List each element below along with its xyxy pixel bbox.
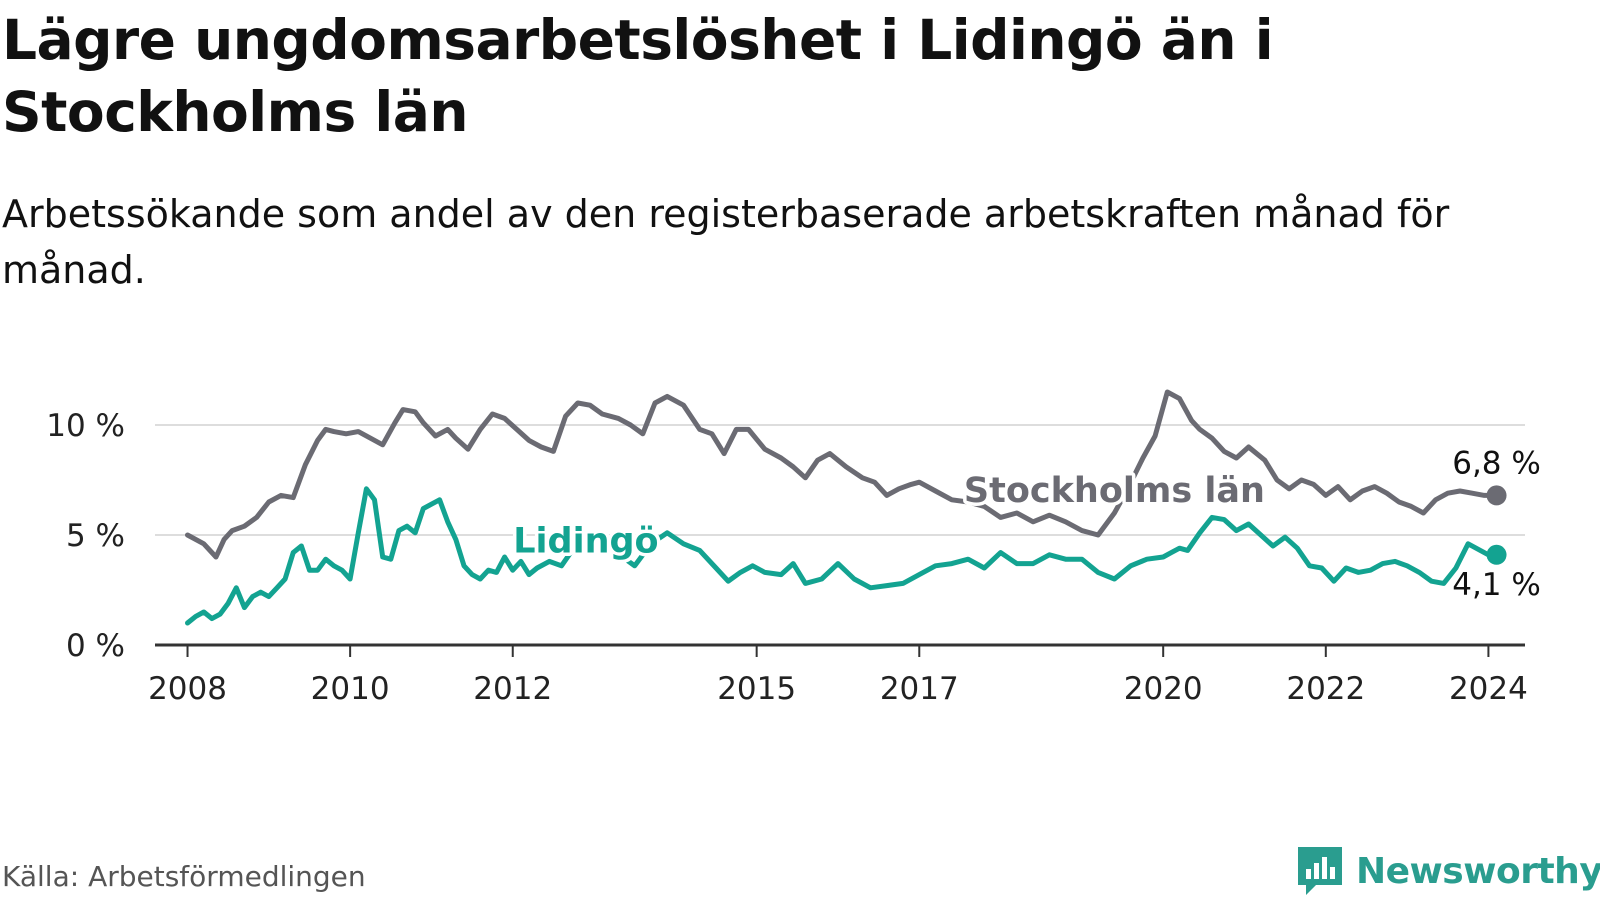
- chart-subtitle: Arbetssökande som andel av den registerb…: [2, 192, 1450, 292]
- x-tick-label: 2017: [880, 671, 959, 707]
- y-tick-label: 0 %: [66, 628, 125, 664]
- x-tick-label: 2015: [717, 671, 796, 707]
- source-note: Källa: Arbetsförmedlingen: [2, 860, 366, 893]
- x-tick-label: 2020: [1124, 671, 1203, 707]
- newsworthy-logo-icon: [1298, 847, 1342, 895]
- y-tick-label: 10 %: [46, 408, 125, 444]
- x-tick-label: 2024: [1449, 671, 1528, 707]
- brand-name: Newsworthy: [1356, 850, 1600, 892]
- lidingo-line: [185, 486, 1499, 626]
- lidingo-end-value-label: 4,1 %: [1452, 567, 1541, 603]
- chart-title: Lägre ungdomsarbetslöshet i Lidingö än i…: [2, 8, 1274, 144]
- newsworthy-logo: Newsworthy: [1296, 845, 1600, 897]
- stockholm-line: [185, 389, 1499, 560]
- lidingo-series-label: Lidingö: [513, 522, 658, 562]
- stockholm-series-label: Stockholms län: [964, 471, 1265, 511]
- x-tick-label: 2022: [1286, 671, 1365, 707]
- line-chart: 0 % 5 % 10 % 2008 2010 2012 2015 2017 2020 2022 20…: [46, 389, 1541, 707]
- stockholm-end-value-label: 6,8 %: [1452, 445, 1541, 481]
- lidingo-end-marker: [1486, 544, 1507, 565]
- stockholm-end-marker: [1486, 485, 1507, 506]
- y-tick-label: 5 %: [66, 518, 125, 554]
- x-tick-label: 2008: [148, 671, 227, 707]
- x-tick-label: 2012: [473, 671, 552, 707]
- x-tick-label: 2010: [311, 671, 390, 707]
